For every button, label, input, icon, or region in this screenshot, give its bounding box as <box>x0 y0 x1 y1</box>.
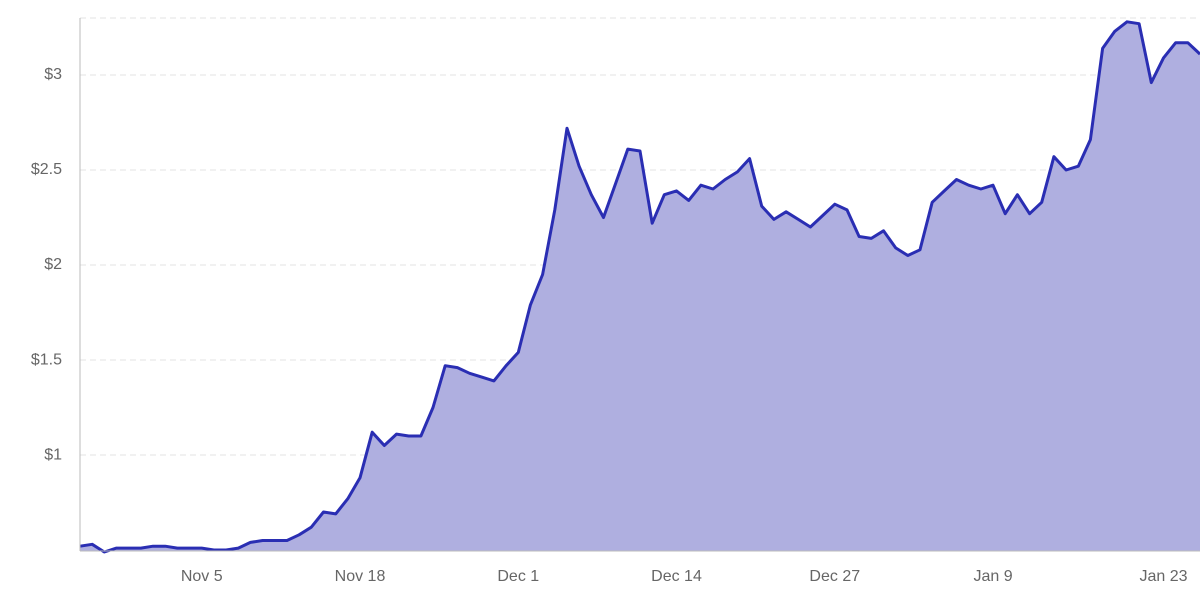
x-tick-label: Jan 9 <box>973 568 1012 585</box>
x-tick-label: Nov 18 <box>335 568 386 585</box>
line <box>79 20 1200 554</box>
y-tick-label: $3 <box>44 66 62 83</box>
y-tick-label: $2.5 <box>31 161 62 178</box>
x-tick-label: Dec 1 <box>497 568 539 585</box>
x-tick-label: Nov 5 <box>181 568 223 585</box>
y-tick-label: $2 <box>44 256 62 273</box>
area-fill <box>80 21 1200 553</box>
x-tick-label: Jan 23 <box>1139 568 1187 585</box>
x-tick-label: Dec 27 <box>809 568 860 585</box>
y-tick-label: $1 <box>44 446 62 463</box>
x-tick-label: Dec 14 <box>651 568 702 585</box>
y-tick-label: $1.5 <box>31 351 62 368</box>
